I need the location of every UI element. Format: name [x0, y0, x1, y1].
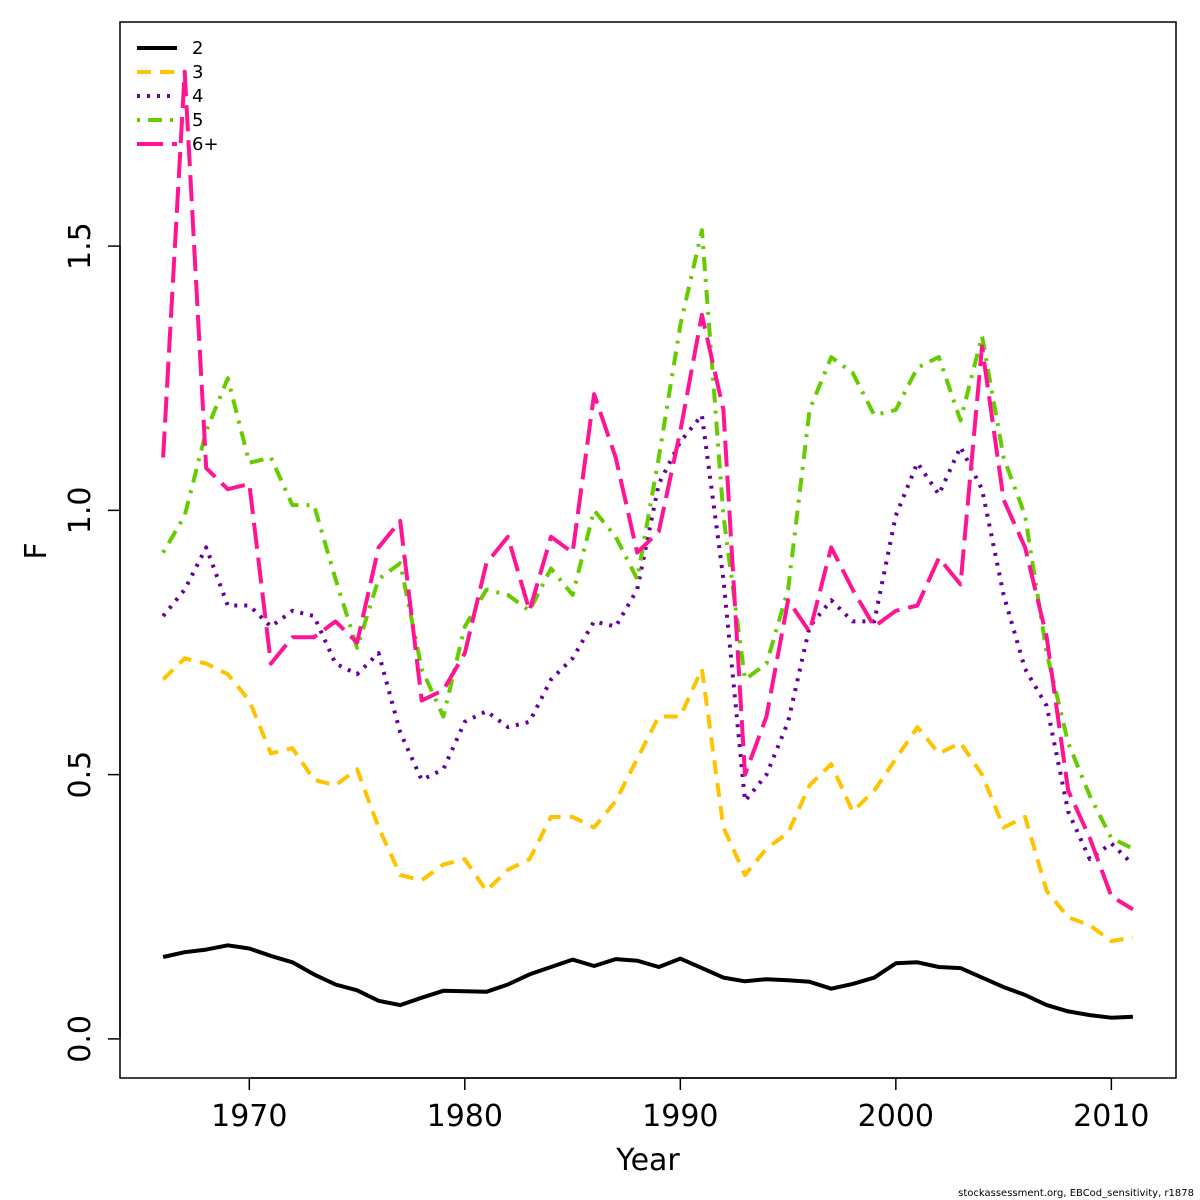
series-line-6plus: [161, 69, 1134, 912]
legend-label: 4: [192, 86, 203, 107]
legend-label: 3: [192, 62, 203, 83]
series-line-5: [161, 228, 1134, 851]
x-tick-label: 1990: [642, 1099, 718, 1134]
y-tick-label: 1.5: [63, 222, 98, 270]
x-axis-title: Year: [615, 1143, 680, 1178]
series-line-4: [161, 413, 1135, 866]
x-tick-label: 2010: [1073, 1099, 1149, 1134]
series-line-3: [161, 656, 1134, 944]
y-axis-title: F: [19, 542, 54, 559]
series-line-2: [162, 943, 1133, 1020]
series-layer: [161, 69, 1135, 1020]
x-axis: 1970 1980 1990 2000 2010: [211, 1077, 1150, 1134]
legend: 2 3 4 5 6+: [137, 38, 219, 155]
legend-label: 6+: [192, 134, 219, 155]
credit-text: stockassessment.org, EBCod_sensitivity, …: [958, 1188, 1194, 1199]
x-tick-label: 1980: [427, 1099, 503, 1134]
x-tick-label: 2000: [858, 1099, 934, 1134]
y-tick-label: 1.0: [63, 487, 98, 535]
y-axis: 0.0 0.5 1.0 1.5: [63, 222, 121, 1063]
x-tick-label: 1970: [211, 1099, 287, 1134]
y-tick-label: 0.5: [63, 751, 98, 799]
legend-label: 5: [192, 110, 203, 131]
legend-label: 2: [192, 38, 203, 59]
y-tick-label: 0.0: [63, 1015, 98, 1063]
plot-frame: [119, 21, 1177, 1079]
